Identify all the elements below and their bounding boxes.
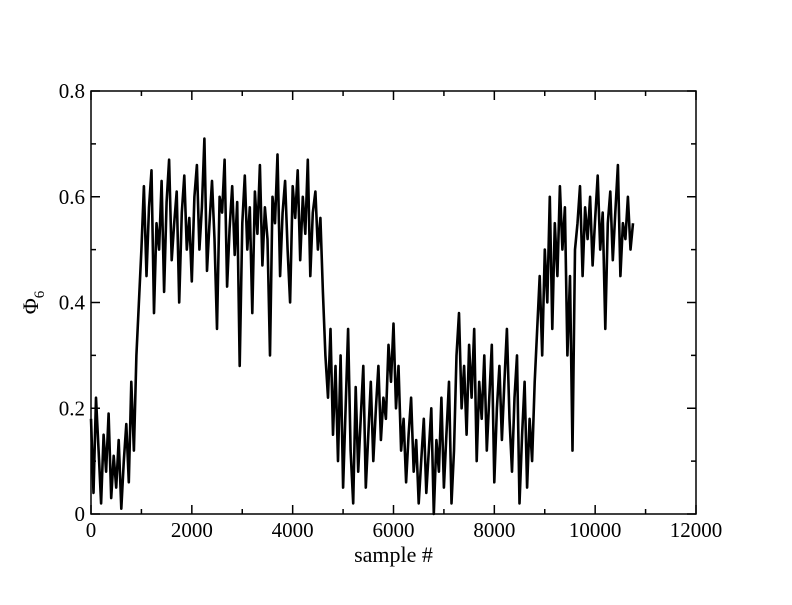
x-axis-title: sample # bbox=[354, 542, 433, 567]
y-tick-label: 0 bbox=[75, 502, 86, 526]
y-tick-label: 0.4 bbox=[59, 291, 86, 315]
y-axis-title-main: Φ bbox=[18, 298, 43, 314]
tick-layer bbox=[90, 90, 697, 515]
y-tick-label: 0.8 bbox=[59, 79, 85, 103]
x-tick-label: 12000 bbox=[670, 518, 723, 542]
y-tick-label: 0.2 bbox=[59, 396, 85, 420]
x-tick-label: 2000 bbox=[171, 518, 213, 542]
x-tick-label: 4000 bbox=[272, 518, 314, 542]
label-layer: 0 2000 4000 6000 8000 10000 12000 0 0.2 0.4 0.6 0.8 bbox=[59, 79, 723, 542]
y-tick-label: 0.6 bbox=[59, 185, 85, 209]
x-tick-label: 10000 bbox=[569, 518, 622, 542]
series-layer bbox=[89, 137, 635, 516]
x-tick-label: 8000 bbox=[473, 518, 515, 542]
series-line-0 bbox=[89, 137, 635, 516]
y-axis-title-subscript: 6 bbox=[32, 290, 48, 298]
x-tick-label: 0 bbox=[86, 518, 97, 542]
x-tick-label: 6000 bbox=[373, 518, 415, 542]
y-axis-title: Φ6 bbox=[18, 290, 48, 314]
